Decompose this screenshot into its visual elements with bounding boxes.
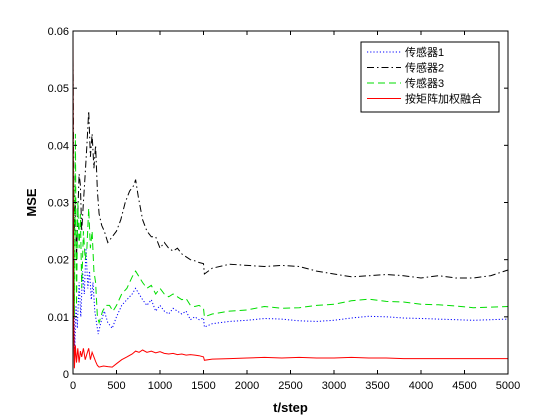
legend: 传感器1 传感器2 传感器3 按矩阵加权融合 bbox=[360, 41, 500, 113]
legend-label-3: 传感器3 bbox=[405, 77, 444, 90]
y-tick-label: 0.03 bbox=[48, 198, 69, 210]
x-tick-label: 1500 bbox=[191, 380, 215, 392]
y-tick-label: 0.04 bbox=[48, 140, 69, 152]
x-tick-label: 3500 bbox=[365, 380, 389, 392]
series-line-2 bbox=[72, 59, 509, 279]
axes-layer: 0 500 1000 1500 2000 2500 3000 3500 4000 4500 5000… bbox=[48, 26, 521, 392]
series-layer bbox=[72, 30, 509, 369]
series-line-1 bbox=[72, 173, 509, 352]
y-axis-label: MSE bbox=[24, 188, 39, 217]
series-line-4 bbox=[72, 30, 508, 369]
x-axis-label: t/step bbox=[273, 400, 308, 415]
legend-box bbox=[360, 41, 500, 113]
y-tick-label: 0.05 bbox=[48, 83, 69, 95]
y-tick-label: 0.02 bbox=[48, 255, 69, 267]
x-tick-label: 5000 bbox=[496, 380, 520, 392]
x-tick-label: 4000 bbox=[409, 380, 433, 392]
x-tick-label: 0 bbox=[70, 380, 76, 392]
x-tick-label: 1000 bbox=[148, 380, 172, 392]
x-tick-label: 500 bbox=[107, 380, 125, 392]
legend-label-1: 传感器1 bbox=[405, 46, 444, 59]
y-tick-label: 0.01 bbox=[48, 312, 69, 324]
x-tick-label: 2500 bbox=[278, 380, 302, 392]
series-line-3 bbox=[72, 133, 509, 325]
legend-label-2: 传感器2 bbox=[405, 62, 444, 75]
x-tick-label: 2000 bbox=[235, 380, 259, 392]
x-tick-label: 3000 bbox=[322, 380, 346, 392]
x-tick-label: 4500 bbox=[452, 380, 476, 392]
y-tick-label: 0 bbox=[63, 369, 69, 381]
y-tick-label: 0.06 bbox=[48, 26, 69, 38]
legend-label-4: 按矩阵加权融合 bbox=[405, 92, 482, 106]
